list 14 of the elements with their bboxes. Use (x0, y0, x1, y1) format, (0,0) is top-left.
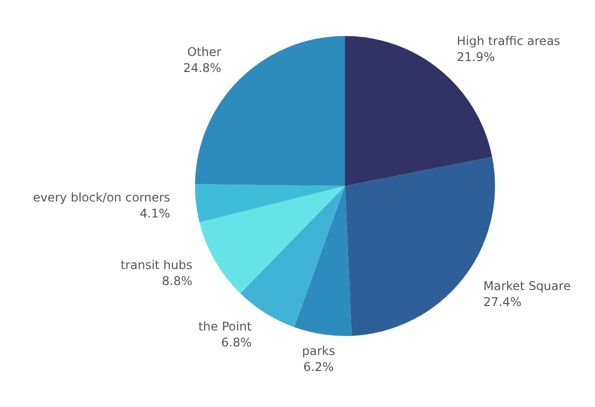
slice-label: Market Square (483, 278, 571, 293)
data-label: 21.9% (456, 50, 495, 64)
slice-label: the Point (198, 319, 252, 334)
data-label: 8.8% (162, 274, 192, 288)
data-label: 27.4% (483, 294, 522, 309)
data-label: 24.8% (183, 60, 222, 75)
data-label: 6.8% (221, 335, 252, 350)
slice-label: Other (187, 44, 222, 59)
slice-label: transit hubs (120, 258, 192, 272)
data-label: 6.2% (303, 360, 334, 374)
data-label: 4.1% (140, 206, 170, 221)
slice-label: every block/on corners (32, 190, 170, 205)
slice-label: parks (302, 344, 336, 358)
slice-label: High traffic areas (456, 34, 560, 48)
